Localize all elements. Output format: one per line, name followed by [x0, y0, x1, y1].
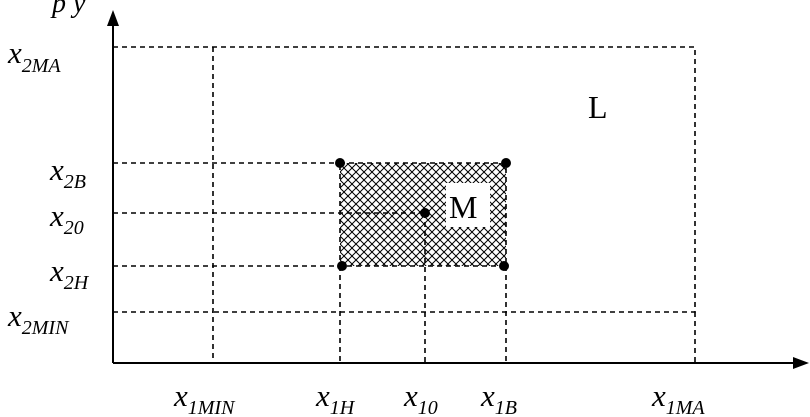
label-x20: x20: [49, 198, 84, 239]
label-x2h: x2H: [49, 253, 90, 294]
point-bottom-right: [499, 261, 509, 271]
region-l-label: L: [588, 89, 608, 125]
label-x2min: x2MIN: [7, 298, 70, 339]
point-bottom-left: [337, 261, 347, 271]
label-x1ma: x1MA: [651, 378, 705, 417]
y-axis-arrow: [107, 10, 119, 26]
label-x2ma: x2MA: [7, 35, 61, 77]
label-x10: x10: [403, 378, 438, 417]
point-top-right: [501, 158, 511, 168]
point-top-left: [335, 158, 345, 168]
label-x1min: x1MIN: [173, 378, 236, 417]
region-m-label: M: [449, 189, 477, 225]
label-x2b: x2B: [49, 152, 86, 193]
header-fragment: p y: [50, 0, 86, 19]
label-x1b: x1B: [480, 378, 517, 417]
x-axis-arrow: [793, 357, 809, 369]
label-x1h: x1H: [315, 378, 356, 417]
point-center: [420, 208, 430, 218]
region-l-border: [113, 46, 696, 313]
region-m-label-bg: [446, 183, 490, 227]
